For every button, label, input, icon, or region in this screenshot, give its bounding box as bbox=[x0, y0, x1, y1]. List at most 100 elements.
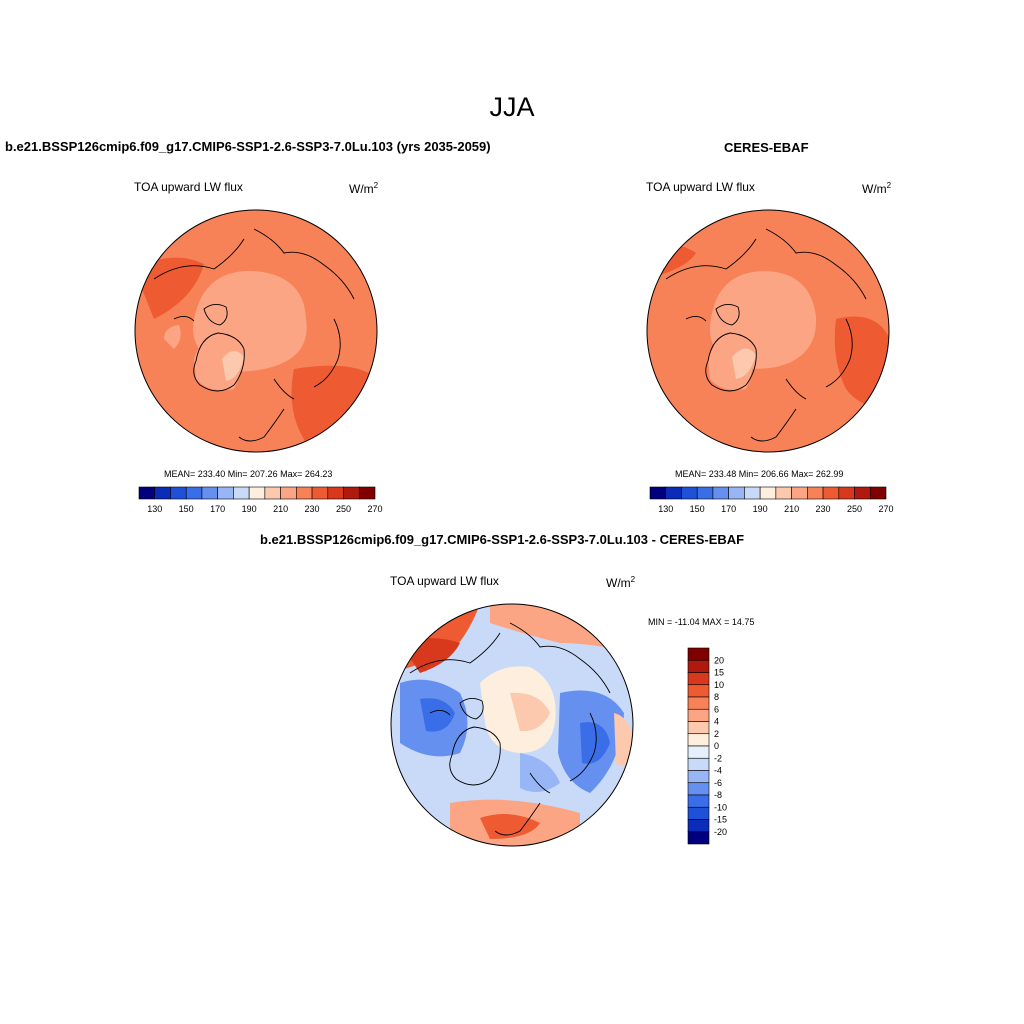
panel3-field-pos-center bbox=[510, 692, 550, 732]
panel2-title: CERES-EBAF bbox=[724, 140, 809, 155]
colorbar-box bbox=[687, 659, 710, 673]
colorbar-box bbox=[687, 806, 710, 820]
colorbar-tick-label: 210 bbox=[273, 504, 288, 514]
colorbar-tick-label: 150 bbox=[690, 504, 705, 514]
colorbar-tick-label: 8 bbox=[714, 692, 719, 702]
colorbar-box bbox=[217, 486, 234, 500]
colorbar-tick-label: 10 bbox=[714, 680, 724, 690]
colorbar-box bbox=[233, 486, 250, 500]
colorbar-tick-label: 230 bbox=[305, 504, 320, 514]
colorbar-box bbox=[687, 831, 710, 845]
colorbar-tick-label: -20 bbox=[714, 827, 727, 837]
colorbar-box bbox=[712, 486, 729, 500]
colorbar-box bbox=[687, 794, 710, 808]
colorbar-tick-label: 230 bbox=[816, 504, 831, 514]
colorbar-box bbox=[687, 708, 710, 722]
colorbar-tick-label: -10 bbox=[714, 802, 727, 812]
colorbar-tick-label: 250 bbox=[847, 504, 862, 514]
colorbar-tick-label: 130 bbox=[658, 504, 673, 514]
colorbar-tick-label: 6 bbox=[714, 704, 719, 714]
colorbar-box bbox=[791, 486, 808, 500]
colorbar-box bbox=[327, 486, 344, 500]
panel2-field-greenland-core bbox=[732, 348, 756, 379]
colorbar-box bbox=[869, 486, 887, 500]
panel3-field-neg-west-core bbox=[420, 698, 455, 732]
colorbar-box bbox=[687, 782, 710, 796]
panel2-stats: MEAN= 233.48 Min= 206.66 Max= 262.99 bbox=[675, 469, 844, 479]
panel1-field-patch bbox=[164, 325, 181, 349]
colorbar-tick-label: 170 bbox=[721, 504, 736, 514]
colorbar-box bbox=[775, 486, 792, 500]
panel1-map-border bbox=[134, 209, 378, 453]
panel3-polar-map bbox=[390, 603, 634, 847]
colorbar-box bbox=[201, 486, 218, 500]
colorbar-tick-label: -15 bbox=[714, 815, 727, 825]
panel2-polar-map bbox=[646, 209, 890, 453]
panel3-field-neg-scandinavia bbox=[520, 753, 560, 792]
colorbar-box bbox=[170, 486, 187, 500]
colorbar-tick-label: 210 bbox=[784, 504, 799, 514]
panel2-variable-label: TOA upward LW flux bbox=[646, 180, 755, 194]
colorbar-box bbox=[687, 721, 710, 735]
colorbar-box bbox=[687, 757, 710, 771]
panel1-field-high-southeast bbox=[291, 365, 377, 452]
figure-title: JJA bbox=[489, 92, 535, 122]
colorbar-box bbox=[687, 672, 710, 686]
panel1-field-high-west bbox=[135, 257, 204, 319]
colorbar-box bbox=[358, 486, 376, 500]
colorbar-box bbox=[665, 486, 682, 500]
colorbar-box bbox=[138, 486, 156, 500]
colorbar-box bbox=[838, 486, 855, 500]
panel3-field-neg-east-core bbox=[580, 722, 610, 764]
colorbar-box bbox=[311, 486, 329, 500]
colorbar-box bbox=[687, 733, 710, 747]
panel3-title: b.e21.BSSP126cmip6.f09_g17.CMIP6-SSP1-2.… bbox=[260, 532, 745, 547]
colorbar-box bbox=[185, 486, 203, 500]
colorbar-tick-label: 270 bbox=[367, 504, 382, 514]
colorbar-box bbox=[744, 486, 761, 500]
colorbar-tick-label: -8 bbox=[714, 790, 722, 800]
colorbar-tick-label: 2 bbox=[714, 729, 719, 739]
colorbar-box bbox=[681, 486, 698, 500]
colorbar-box bbox=[649, 486, 667, 500]
panel1-colorbar: 130 150 170 190 210 230 250 270 bbox=[138, 486, 383, 514]
colorbar-tick-label: 170 bbox=[210, 504, 225, 514]
colorbar-box bbox=[687, 684, 710, 698]
colorbar-box bbox=[154, 486, 171, 500]
panel3-field-pos-east bbox=[614, 713, 633, 767]
colorbar-tick-label: -4 bbox=[714, 766, 722, 776]
panel3-map-border bbox=[390, 603, 634, 847]
colorbar-box bbox=[854, 486, 871, 500]
colorbar-box bbox=[728, 486, 745, 500]
colorbar-box bbox=[687, 770, 710, 784]
colorbar-tick-label: 130 bbox=[147, 504, 162, 514]
colorbar-tick-label: 20 bbox=[714, 655, 724, 665]
colorbar-tick-label: -6 bbox=[714, 778, 722, 788]
panel1-units-label: W/m2 bbox=[349, 181, 379, 196]
colorbar-tick-label: 0 bbox=[714, 741, 719, 751]
panel2-colorbar: 130 150 170 190 210 230 250 270 bbox=[649, 486, 894, 514]
colorbar-box bbox=[248, 486, 266, 500]
colorbar-box bbox=[687, 647, 710, 661]
panel1-field-greenland-core bbox=[222, 350, 244, 381]
colorbar-tick-label: 150 bbox=[179, 504, 194, 514]
panel1-variable-label: TOA upward LW flux bbox=[134, 180, 243, 194]
colorbar-tick-label: 15 bbox=[714, 668, 724, 678]
colorbar-tick-label: 270 bbox=[878, 504, 893, 514]
colorbar-box bbox=[687, 819, 710, 833]
colorbar-box bbox=[687, 696, 710, 710]
colorbar-box bbox=[759, 486, 777, 500]
panel3-variable-label: TOA upward LW flux bbox=[390, 574, 499, 588]
panel2-map-border bbox=[646, 209, 890, 453]
colorbar-box bbox=[343, 486, 360, 500]
panel3-coastlines bbox=[409, 622, 611, 836]
panel3-stats: MIN = -11.04 MAX = 14.75 bbox=[648, 617, 755, 627]
colorbar-tick-label: 190 bbox=[242, 504, 257, 514]
panel1-stats: MEAN= 233.40 Min= 207.26 Max= 264.23 bbox=[164, 469, 333, 479]
colorbar-box bbox=[807, 486, 824, 500]
colorbar-box bbox=[280, 486, 297, 500]
colorbar-box bbox=[296, 486, 313, 500]
colorbar-box bbox=[696, 486, 714, 500]
colorbar-tick-label: -2 bbox=[714, 753, 722, 763]
